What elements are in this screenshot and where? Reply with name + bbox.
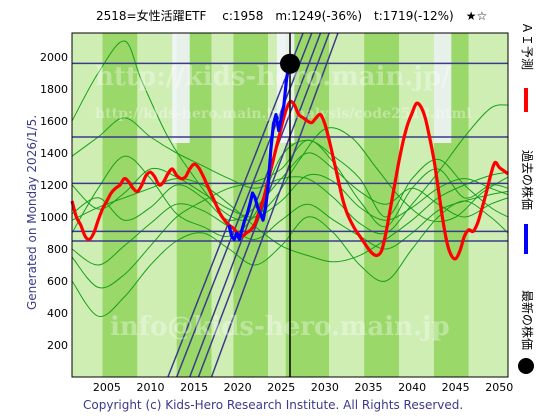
trend-line-2: [189, 32, 322, 378]
past-price-line: [227, 63, 291, 241]
trend-line-4: [210, 32, 339, 378]
plot-frame: [71, 32, 509, 378]
y-tick-label: 600: [47, 275, 68, 288]
watermark-email: info@kids-hero.main.jp: [110, 312, 450, 342]
band-2: [137, 33, 177, 377]
legend-latest-swatch: [518, 358, 534, 374]
green-curve-3: [71, 104, 509, 235]
latest-price-marker: [280, 53, 300, 74]
y-tick-label: 800: [47, 243, 68, 256]
band-highlight-0: [172, 33, 190, 143]
band-0: [72, 33, 103, 377]
x-tick-label: 2005: [93, 381, 121, 394]
y-tick-label: 2000: [40, 51, 68, 64]
x-tick-label: 2035: [354, 381, 382, 394]
x-tick-label: 2010: [136, 381, 164, 394]
y-tick-label: 200: [47, 339, 68, 352]
x-tick-label: 2050: [485, 381, 513, 394]
x-tick-label: 2020: [224, 381, 252, 394]
band-highlight-2: [433, 33, 452, 143]
y-tick-label: 400: [47, 307, 68, 320]
x-tick-label: 2040: [398, 381, 426, 394]
green-curves: [71, 40, 509, 317]
band-9: [364, 33, 399, 377]
y-tick-label: 1600: [40, 115, 68, 128]
x-tick-label: 2030: [311, 381, 339, 394]
y-tick-label: 1400: [40, 147, 68, 160]
copyright: Copyright (c) Kids-Hero Research Institu…: [83, 398, 463, 412]
x-tick-label: 2025: [267, 381, 295, 394]
trend-lines: [167, 32, 339, 378]
x-tick-label: 2015: [180, 381, 208, 394]
trend-line-0: [167, 32, 304, 378]
trend-line-3: [197, 32, 330, 378]
y-axis: 200 400 600 800 1000 1200 1400 1600 1800 2000: [40, 51, 68, 352]
watermark-url: http://kids-hero.main.jp/: [95, 62, 451, 92]
band-8: [329, 33, 365, 377]
y-tick-label: 1200: [40, 179, 68, 192]
chart-title: 2518=女性活躍ETF c:1958 m:1249(-36%) t:1719(…: [96, 8, 487, 23]
x-tick-label: 2045: [442, 381, 470, 394]
generated-date: Generated on Monday 2026/1/5.: [25, 115, 39, 310]
x-axis: 2005 2010 2015 2020 2025 2030 2035 2040 2045 2050: [93, 381, 513, 394]
green-curve-8: [71, 200, 509, 317]
y-tick-label: 1000: [40, 211, 68, 224]
y-tick-label: 1800: [40, 83, 68, 96]
legend-past-label: 過去の株価: [520, 150, 535, 210]
legend-latest-label: 最新の株価: [520, 290, 535, 350]
legend-ai-label: ＡＩ予測: [520, 22, 534, 70]
green-curve-5: [71, 167, 509, 221]
green-curve-7: [71, 40, 509, 223]
plot-area: http://kids-hero.main.jp/ http://kids-he…: [70, 32, 509, 378]
legend: ＡＩ予測 過去の株価 最新の株価: [518, 22, 535, 374]
green-curve-1: [71, 139, 509, 238]
